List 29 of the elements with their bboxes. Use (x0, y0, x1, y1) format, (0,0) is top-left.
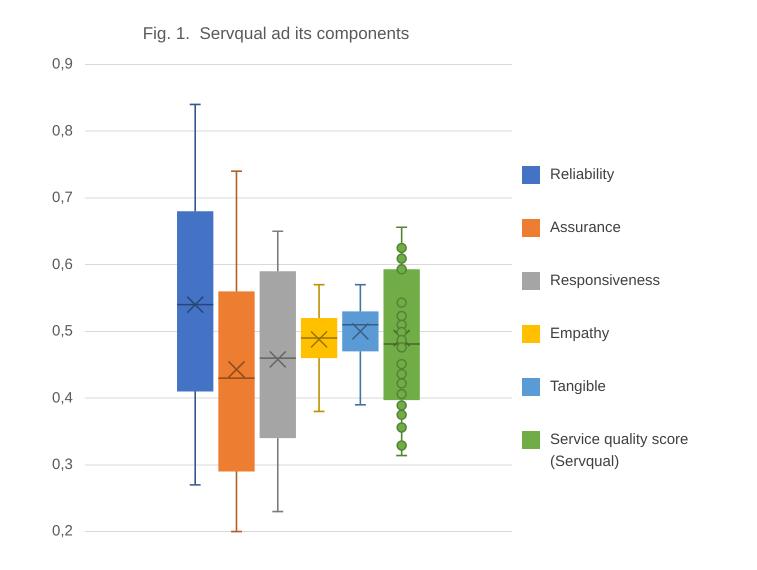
chart-title: Fig. 1. Servqual ad its components (142, 24, 410, 43)
point (396, 440, 407, 451)
legend-label: Reliability (550, 165, 614, 185)
legend-label: Assurance (550, 218, 621, 238)
y-tick-label: 0,5 (52, 322, 73, 340)
y-tick-label: 0,7 (52, 189, 73, 206)
y-tick-label: 0,4 (52, 389, 73, 406)
point (396, 410, 407, 420)
point (396, 264, 407, 275)
legend-label: Tangible (550, 377, 606, 397)
y-tick-label: 0,8 (52, 122, 73, 140)
point (396, 310, 407, 322)
point (396, 378, 407, 389)
point (396, 368, 407, 380)
point (396, 388, 407, 400)
legend-label: Service quality score (Servqual) (550, 430, 690, 472)
y-tick-label: 0,9 (52, 56, 73, 73)
point (396, 242, 407, 254)
y-tick-label: 0,6 (52, 256, 73, 273)
point (396, 253, 407, 264)
y-tick-label: 0,2 (52, 522, 73, 540)
point (396, 400, 407, 411)
point (396, 297, 407, 308)
point (396, 358, 407, 370)
legend-label: Empathy (550, 324, 610, 344)
point (396, 342, 407, 353)
y-tick-label: 0,3 (52, 456, 73, 473)
legend-label: Responsiveness (550, 271, 660, 291)
point (396, 422, 407, 433)
